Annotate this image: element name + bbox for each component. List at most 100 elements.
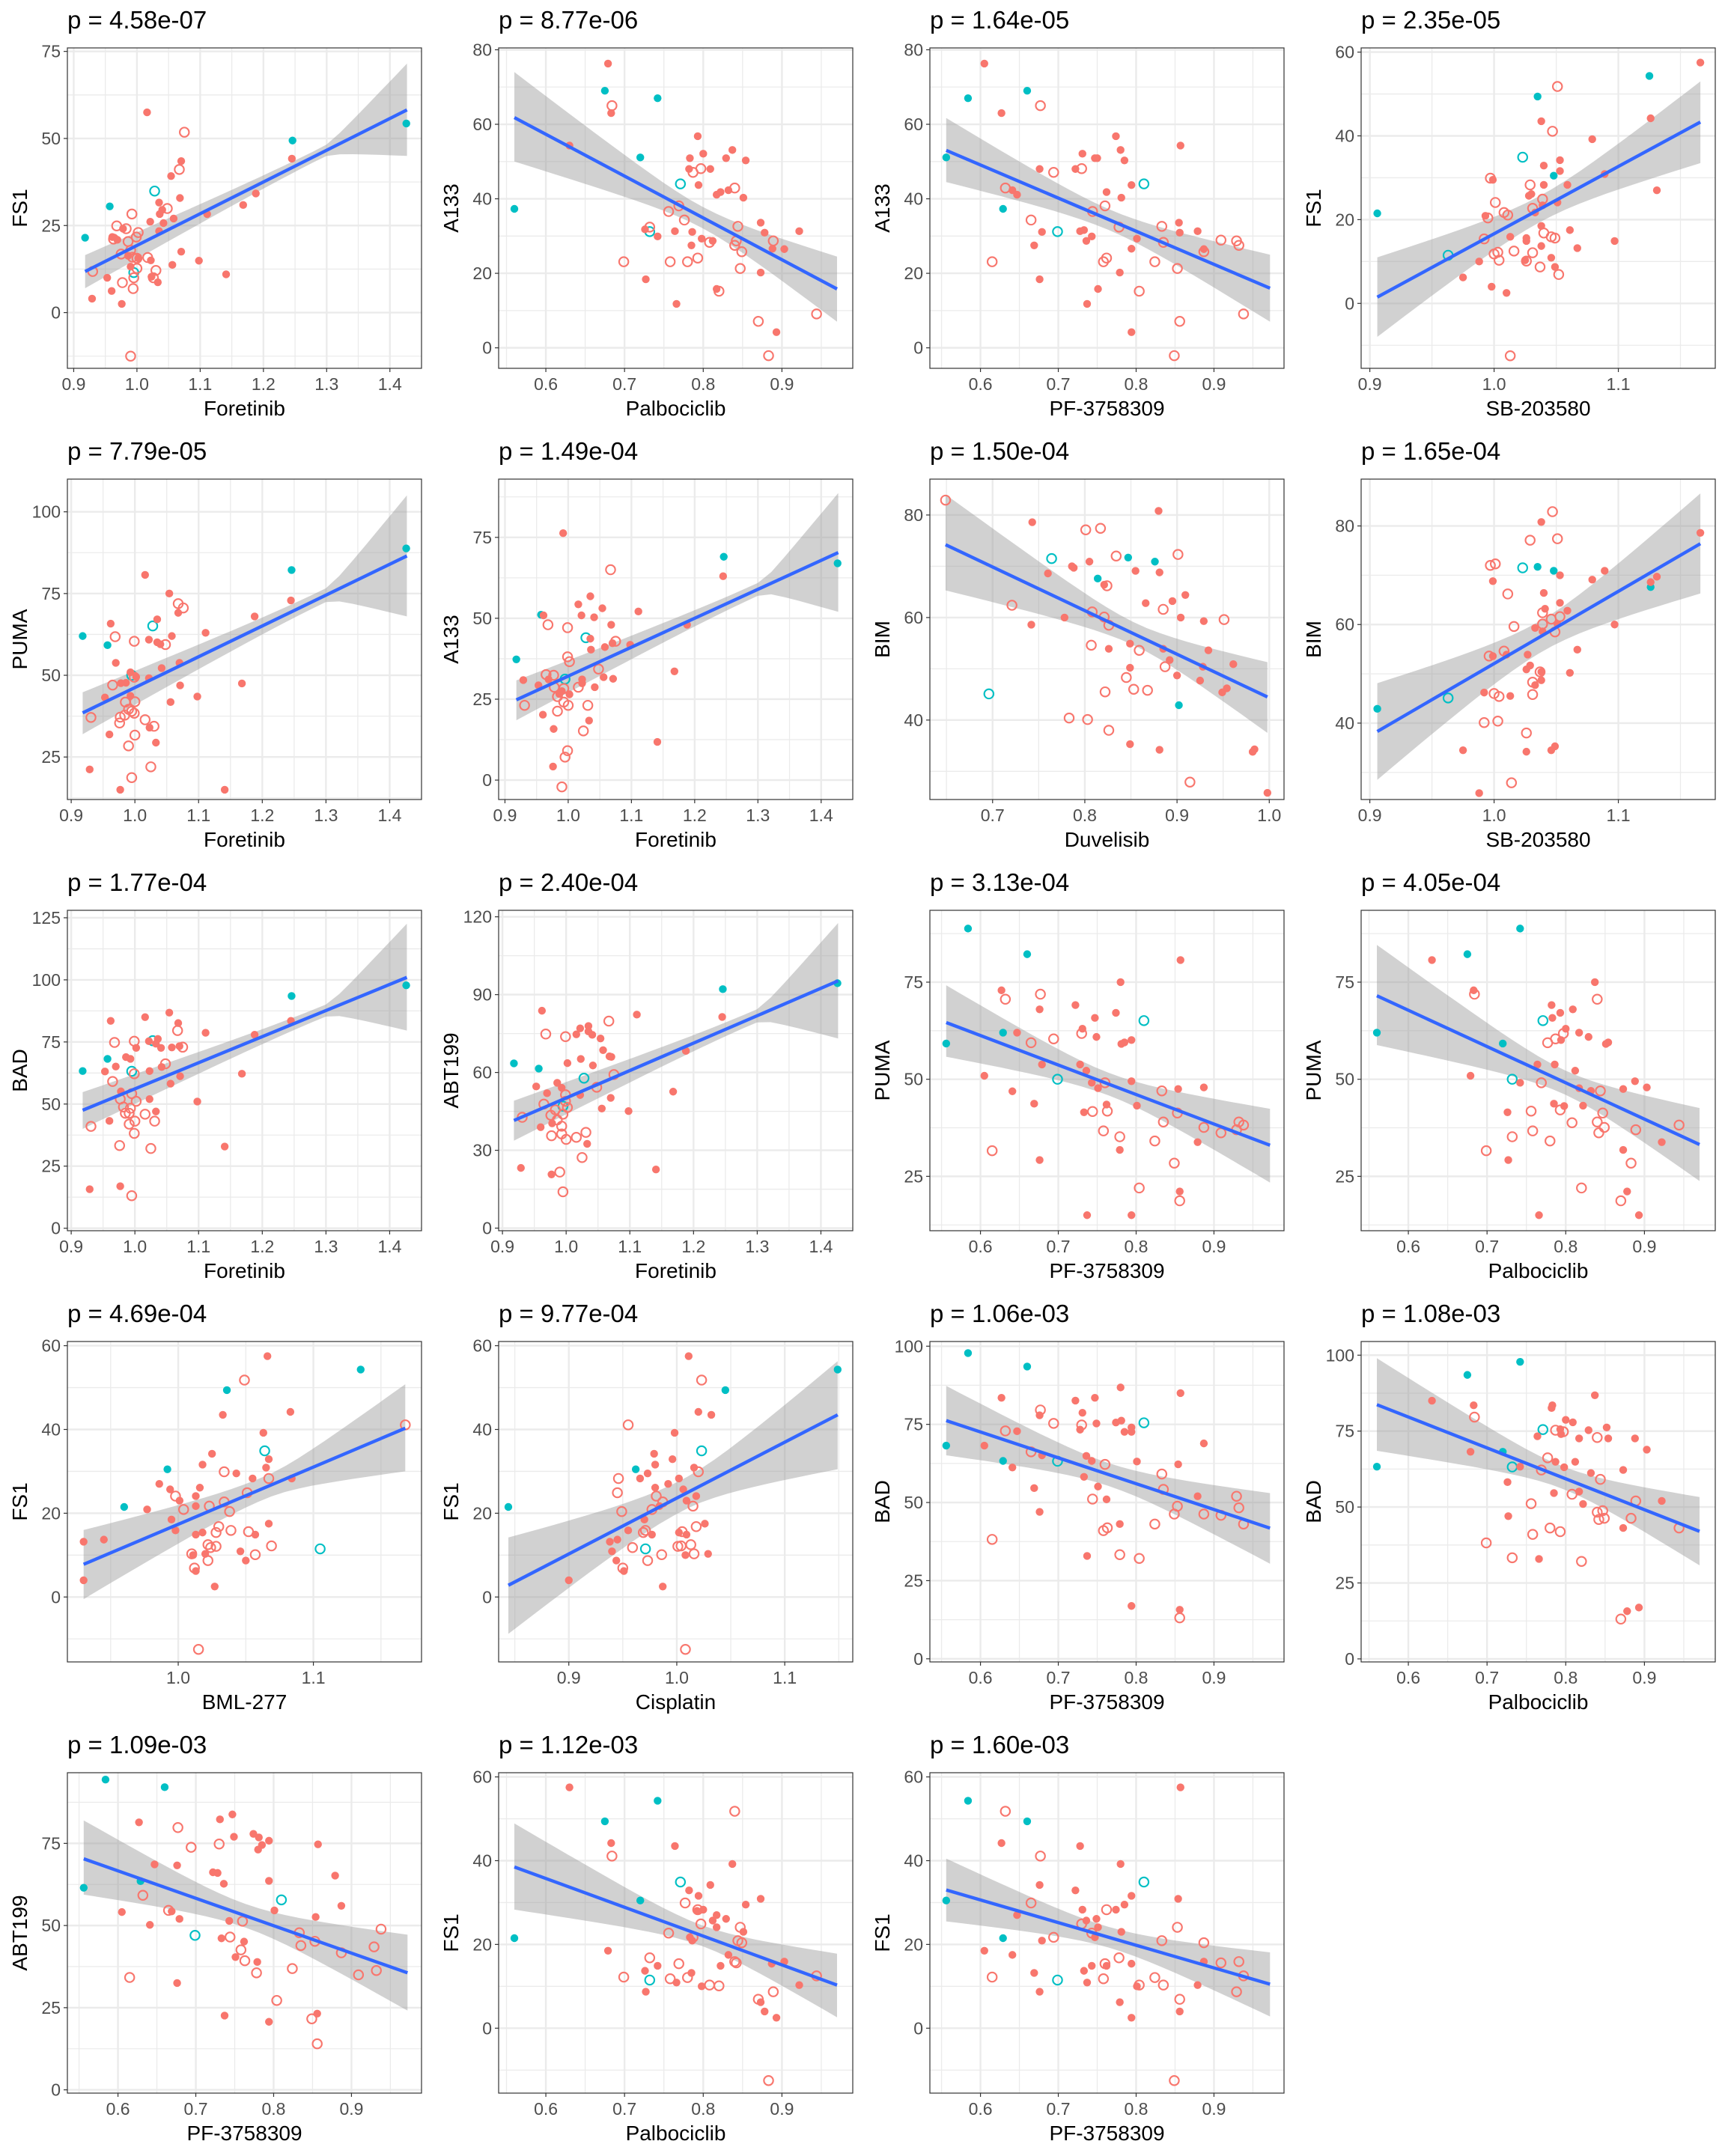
data-point-open [114,1139,126,1151]
data-point-open [131,263,143,274]
y-axis-label: BIM [1302,621,1325,658]
data-point-filled [999,1029,1007,1037]
data-point-filled [1619,1145,1628,1154]
data-point-filled [1199,1083,1208,1091]
data-point-filled [1128,1211,1136,1219]
data-point-open [210,1541,222,1552]
y-tick-label: 25 [41,1157,61,1176]
data-point-filled [270,1906,279,1915]
data-point-filled [1030,1100,1038,1108]
data-point-open [1566,1117,1578,1129]
data-point-open [120,1107,131,1119]
data-point-open [704,1979,715,1991]
data-point-filled [1044,569,1052,578]
data-point-open [1551,81,1563,92]
data-point-filled [1088,1079,1096,1087]
data-point-filled [1466,1448,1475,1456]
regression-line [507,1413,839,1587]
data-point-filled [153,615,162,624]
gridlines [930,479,1284,800]
data-point-open [1537,1424,1549,1435]
data-point-filled [145,1921,154,1929]
data-point-filled [1548,1404,1556,1413]
data-point-filled [1128,328,1136,336]
data-point-filled [116,785,124,794]
y-tick-label: 20 [904,1934,923,1954]
data-point-filled [152,738,160,747]
data-point-open [1052,226,1063,237]
points [81,108,410,362]
data-point-filled [1579,1101,1587,1110]
data-point-open [1080,524,1092,536]
data-point-filled [1120,1901,1129,1909]
data-point-open [259,1445,270,1457]
data-point-open [675,1876,687,1888]
x-tick-label: 0.7 [981,806,1005,825]
data-point-open [1098,1525,1110,1536]
data-point-filled [672,1979,681,1987]
data-point-open [1198,1508,1210,1520]
data-point-filled [658,1583,667,1591]
data-point-filled [1579,1499,1587,1508]
scatter-plot: 0.9 1.0 1.1 40 60 80 SB-203580 BIM p = 1.65e-04 [1302,437,1716,851]
panel-border [929,1772,1285,2094]
data-point-filled [668,1455,677,1464]
data-point-open [249,1549,261,1561]
x-tick-label: 1.1 [773,1668,797,1687]
data-point-open [1592,1506,1603,1518]
data-point-open [548,669,559,681]
data-point-open [271,1994,282,2006]
data-point-open [219,1466,230,1478]
data-point-open [729,1806,740,1817]
x-tick-label: 0.7 [184,2099,208,2119]
data-point-filled [728,146,737,154]
data-point-open [1238,308,1250,320]
data-point-filled [1488,652,1497,660]
scatter-panel: 0.9 1.0 1.1 1.2 1.3 1.4 0 25 50 75 Foretinib A133 p … [431,431,862,862]
data-point-filled [1604,1434,1613,1443]
data-point-filled [741,1901,750,1909]
data-point-open [1114,1549,1125,1561]
x-tick-label: 0.9 [490,1237,514,1256]
data-point-filled [1128,1602,1136,1610]
data-point-open [1172,263,1183,274]
data-point-open [576,1152,588,1163]
data-point-filled [942,1441,951,1450]
data-point-open [139,714,151,725]
data-point-open [1537,1015,1549,1026]
data-point-filled [942,153,951,162]
data-point-open [986,1145,998,1157]
data-point-filled [1658,1496,1666,1505]
data-point-filled [1083,1979,1092,1987]
data-point-filled [1551,263,1560,271]
data-point-filled [600,673,608,681]
data-point-filled [532,1082,541,1091]
data-point-filled [141,1013,149,1021]
data-point-open [606,1851,618,1862]
data-point-open [1615,1195,1627,1207]
data-point-filled [1112,1905,1120,1914]
y-tick-label: 20 [472,1503,492,1523]
y-axis-label: PUMA [871,1040,894,1100]
data-point-open [1597,1505,1608,1517]
data-point-filled [1516,1462,1524,1471]
data-point-filled [113,236,121,244]
y-tick-label: 60 [1335,43,1354,62]
x-axis-label: PF-3758309 [186,2122,302,2145]
data-point-filled [761,2007,769,2016]
data-point-filled [1126,639,1134,648]
data-point-open [752,316,764,327]
scatter-panel: 0.9 1.0 1.1 1.2 1.3 1.4 25 50 75 100 Foretinib PUMA… [0,431,431,862]
data-point-filled [1102,188,1111,196]
data-point-open [1537,607,1548,618]
data-point-filled [578,679,586,687]
data-point-open [192,1643,204,1655]
data-point-open [1172,1922,1183,1933]
panel-border [67,47,422,369]
data-point-open [172,1822,183,1833]
data-point-filled [1643,1083,1651,1091]
data-point-filled [654,232,662,241]
data-point-open [1493,691,1505,702]
data-point-filled [1091,1393,1099,1402]
data-point-open [123,740,134,752]
